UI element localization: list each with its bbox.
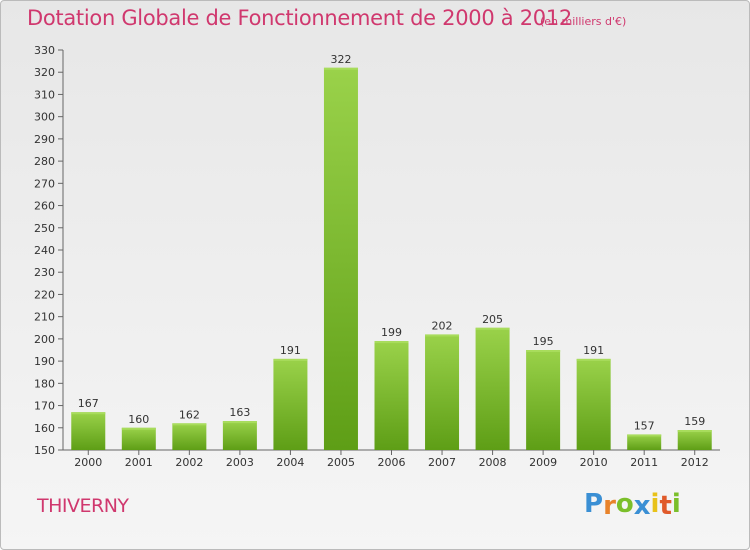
bar-top	[425, 334, 460, 337]
bar	[323, 67, 358, 451]
y-tick-label: 200	[34, 333, 55, 346]
y-tick-label: 210	[34, 311, 55, 324]
data-label: 167	[78, 397, 99, 410]
bar-top	[172, 423, 207, 426]
y-tick-label: 290	[34, 133, 55, 146]
y-tick-label: 170	[34, 400, 55, 413]
bar	[526, 350, 561, 450]
logo-letter: r	[603, 491, 616, 521]
y-tick-label: 230	[34, 266, 55, 279]
x-tick-label: 2012	[681, 456, 709, 469]
x-tick-label: 2003	[226, 456, 254, 469]
bar-top	[526, 350, 561, 352]
bar	[71, 412, 106, 450]
bar	[576, 358, 611, 450]
data-label: 159	[684, 415, 705, 428]
proxiti-logo[interactable]: Proxiti	[584, 489, 681, 521]
bar	[121, 427, 156, 450]
y-tick-label: 260	[34, 200, 55, 213]
bar	[273, 358, 308, 450]
y-tick-label: 150	[34, 444, 55, 457]
data-label: 195	[533, 335, 554, 348]
x-tick-label: 2009	[529, 456, 557, 469]
bar-top	[374, 341, 409, 344]
bar-top	[71, 412, 106, 415]
data-label: 160	[128, 413, 149, 426]
x-tick-label: 2011	[630, 456, 658, 469]
x-tick-label: 2004	[276, 456, 304, 469]
logo-letter: x	[633, 491, 651, 521]
bar-top	[677, 430, 712, 432]
x-tick-label: 2000	[74, 456, 102, 469]
y-tick-label: 310	[34, 88, 55, 101]
bar-top	[323, 67, 358, 70]
y-tick-label: 190	[34, 355, 55, 368]
data-label: 199	[381, 326, 402, 339]
bar	[627, 434, 662, 450]
logo-letter: o	[615, 489, 634, 519]
bar	[475, 327, 510, 450]
bar-top	[121, 427, 156, 430]
x-tick-label: 2007	[428, 456, 456, 469]
y-tick-label: 220	[34, 288, 55, 301]
y-tick-label: 320	[34, 66, 55, 79]
y-tick-label: 240	[34, 244, 55, 257]
bar-top	[576, 358, 611, 361]
x-tick-label: 2005	[327, 456, 355, 469]
commune-name: THIVERNY	[37, 495, 129, 517]
bar	[172, 423, 207, 450]
data-label: 322	[330, 53, 351, 66]
y-tick-label: 300	[34, 111, 55, 124]
logo-letter: i	[650, 489, 660, 519]
y-tick-label: 330	[34, 44, 55, 57]
x-tick-label: 2010	[580, 456, 608, 469]
bar	[677, 430, 712, 450]
x-tick-label: 2001	[125, 456, 153, 469]
x-tick-label: 2008	[479, 456, 507, 469]
x-tick-label: 2002	[175, 456, 203, 469]
bar-top	[627, 434, 662, 437]
y-tick-label: 160	[34, 422, 55, 435]
y-tick-label: 180	[34, 377, 55, 390]
x-tick-label: 2006	[378, 456, 406, 469]
logo-letter: t	[659, 491, 672, 521]
bar-top	[475, 327, 510, 330]
bar	[374, 341, 409, 450]
y-tick-label: 250	[34, 222, 55, 235]
y-tick-label: 280	[34, 155, 55, 168]
data-label: 157	[634, 419, 655, 432]
data-label: 191	[583, 344, 604, 357]
chart-subtitle: (en milliers d'€)	[540, 15, 627, 28]
data-label: 205	[482, 313, 503, 326]
y-tick-label: 270	[34, 177, 55, 190]
bar	[425, 334, 460, 450]
data-label: 191	[280, 344, 301, 357]
chart-title: Dotation Globale de Fonctionnement de 20…	[27, 6, 572, 30]
bar-top	[273, 358, 308, 361]
bar	[222, 421, 257, 450]
logo-letter: i	[671, 489, 681, 519]
logo-letter: P	[584, 489, 604, 519]
bar-top	[222, 421, 257, 424]
data-label: 162	[179, 408, 200, 421]
data-label: 202	[432, 319, 453, 332]
data-label: 163	[229, 406, 250, 419]
